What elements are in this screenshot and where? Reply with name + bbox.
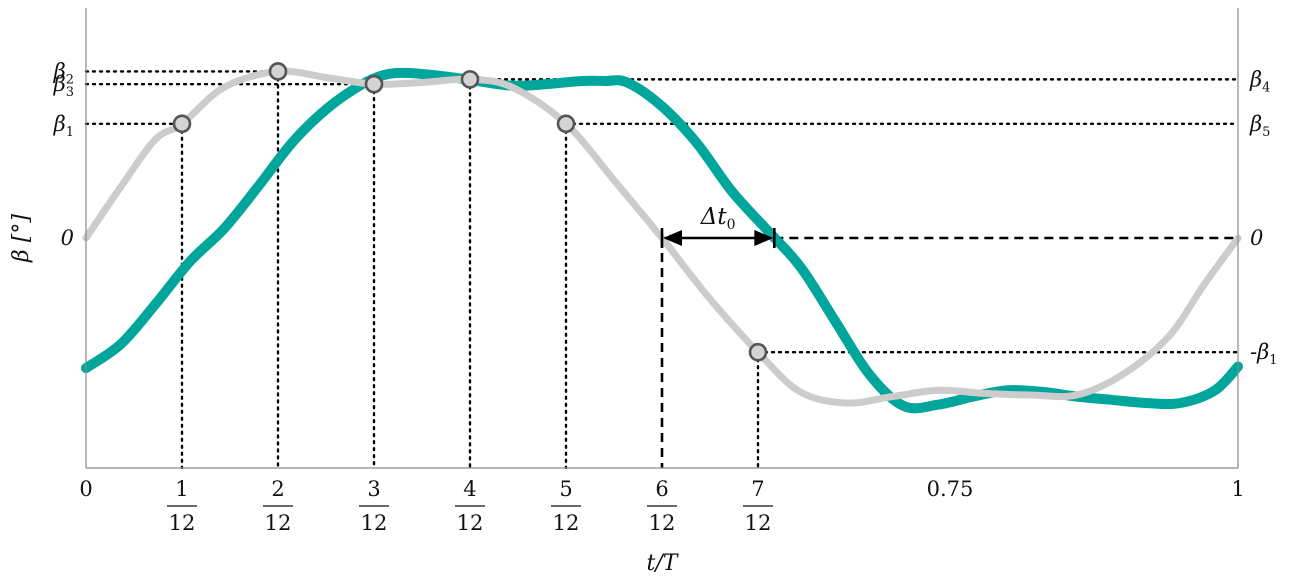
x-tick-denominator-3: 12 bbox=[265, 511, 292, 535]
marker-1 bbox=[172, 114, 192, 134]
y-label-right-4: -β1 bbox=[1250, 340, 1278, 368]
delta-label: Δt0 bbox=[700, 204, 736, 233]
marker-3 bbox=[364, 74, 384, 94]
marker-4 bbox=[460, 70, 480, 89]
marker-2 bbox=[268, 62, 288, 81]
x-tick-denominator-7: 12 bbox=[649, 511, 676, 535]
y-label-left-3: β1 bbox=[53, 112, 74, 140]
y-label-left-4: 0 bbox=[61, 226, 74, 250]
y-axis-label: β [°] bbox=[9, 214, 34, 263]
marker-5 bbox=[556, 114, 576, 134]
annotation-layer: Δt0 bbox=[660, 204, 776, 248]
x-tick-denominator-2: 12 bbox=[169, 511, 196, 535]
marker-6 bbox=[748, 342, 768, 362]
x-tick-denominator-6: 12 bbox=[553, 511, 580, 535]
markers-layer bbox=[172, 62, 768, 362]
delta-arrow-head-left bbox=[663, 230, 682, 246]
x-tick-denominator-5: 12 bbox=[457, 511, 484, 535]
x-tick-label-10: 1 bbox=[1231, 477, 1244, 501]
x-tick-numerator-7: 6 bbox=[655, 477, 668, 501]
plot-frame bbox=[85, 8, 1239, 469]
series-line-1 bbox=[81, 67, 1243, 414]
y-label-right-3: 0 bbox=[1250, 226, 1263, 250]
x-tick-denominator-4: 12 bbox=[361, 511, 388, 535]
guide-lines-layer bbox=[84, 70, 1240, 470]
x-tick-numerator-4: 3 bbox=[367, 477, 380, 501]
x-tick-numerator-5: 4 bbox=[463, 477, 476, 501]
x-tick-label-1: 0 bbox=[79, 477, 92, 501]
x-tick-label-9: 0.75 bbox=[927, 477, 974, 501]
x-tick-numerator-3: 2 bbox=[271, 477, 284, 501]
x-tick-numerator-6: 5 bbox=[559, 477, 572, 501]
y-label-right-2: β5 bbox=[1249, 112, 1270, 140]
x-tick-denominator-8: 12 bbox=[745, 511, 772, 535]
y-label-right-1: β4 bbox=[1249, 67, 1270, 95]
x-tick-numerator-8: 7 bbox=[751, 477, 764, 501]
x-axis-label: t/T bbox=[647, 551, 680, 576]
x-tick-numerator-2: 1 bbox=[175, 477, 188, 501]
delta-arrow-head-right bbox=[754, 230, 774, 246]
